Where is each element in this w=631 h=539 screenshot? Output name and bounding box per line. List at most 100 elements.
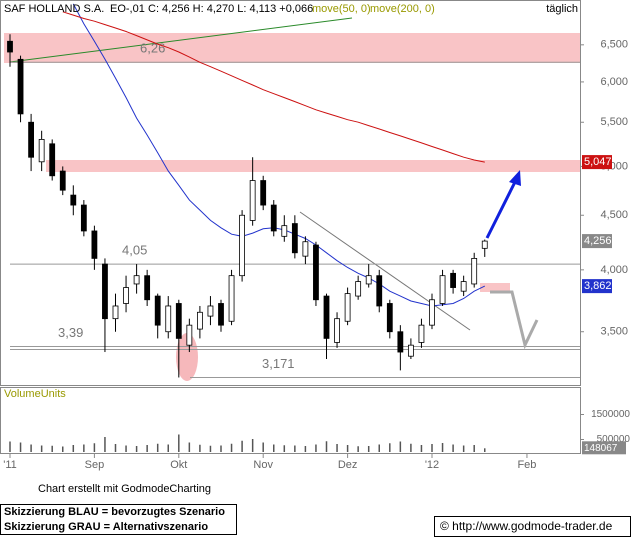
candle-body <box>481 240 488 249</box>
x-tick-label: '11 <box>3 459 17 471</box>
level-label: 4,05 <box>122 243 147 258</box>
candle-body <box>49 143 56 177</box>
subtitle: EO-,01 <box>110 3 145 15</box>
volume-y-tick-label: 1500000 <box>591 409 630 420</box>
candle-body <box>397 331 404 353</box>
candle-body <box>154 295 161 326</box>
scenario-arrow-head <box>509 170 521 186</box>
close-label: 4,256 <box>584 235 612 247</box>
ma-line <box>72 3 486 307</box>
trend-line <box>299 211 471 331</box>
x-tick-label: Feb <box>517 459 536 471</box>
support-zone <box>480 283 510 292</box>
candle-body <box>471 257 478 285</box>
volume-y-tick-label: 500000 <box>597 434 631 445</box>
candle-body <box>38 139 45 163</box>
source: © http://www.godmode-trader.de <box>440 519 613 533</box>
candle-body <box>112 305 119 320</box>
candle-body <box>313 244 319 301</box>
candle-body <box>175 303 182 339</box>
candle-body <box>207 305 214 317</box>
level-label: 3,39 <box>58 325 83 340</box>
candle-body <box>59 170 66 191</box>
level-label: 3,171 <box>262 356 295 371</box>
note: Skizzierung GRAU = Alternativszenario <box>4 521 208 533</box>
ma-value-box <box>582 279 612 294</box>
alt-scenario <box>490 290 539 350</box>
low-marker <box>176 333 198 381</box>
ma-value-box <box>582 155 612 170</box>
candle-body <box>249 180 256 221</box>
candle-body <box>365 275 372 285</box>
candle-body <box>429 299 435 326</box>
candle-body <box>144 275 151 301</box>
candle-body <box>291 223 298 254</box>
legend-entry: move(50, 0) <box>312 3 371 15</box>
candle-body <box>218 303 224 326</box>
close-box <box>582 234 612 249</box>
quote: C: 4,256 H: 4,270 L: 4,113 +0,066 <box>148 3 313 15</box>
candle-body <box>133 275 140 285</box>
volume-frame <box>0 387 581 454</box>
candle-body <box>386 303 393 333</box>
title: SAF HOLLAND S.A. <box>4 3 104 15</box>
candle-body <box>344 293 351 322</box>
candle-body <box>28 121 35 158</box>
y-tick-label: 3,500 <box>600 326 628 338</box>
candle-body <box>355 281 362 297</box>
interval: täglich <box>546 3 578 15</box>
candle-body <box>439 275 446 304</box>
candle-body <box>270 204 277 232</box>
y-tick-label: 6,500 <box>600 39 628 51</box>
ma-value-label: 5,047 <box>584 156 612 168</box>
scenario-arrow <box>485 179 518 239</box>
y-tick-label: 5,500 <box>600 116 628 128</box>
candle-body <box>418 324 425 343</box>
candle-body <box>80 204 87 232</box>
y-tick-label: 6,000 <box>600 76 628 88</box>
candle-body <box>460 281 467 292</box>
candle-body <box>186 324 193 346</box>
candle-body <box>334 318 340 343</box>
resistance-zone <box>4 33 580 63</box>
candle-body <box>228 275 235 322</box>
footer: Chart erstellt mit GodmodeCharting <box>38 483 211 495</box>
note: Skizzierung BLAU = bevorzugtes Szenario <box>4 506 225 518</box>
x-tick-label: Dez <box>338 459 358 471</box>
candle-body <box>196 311 203 330</box>
legend-entry: move(200, 0) <box>370 3 435 15</box>
candle-body <box>281 225 288 237</box>
candle-body <box>450 272 457 288</box>
volume-label: VolumeUnits <box>4 388 66 400</box>
candle-body <box>239 214 246 277</box>
candle-body <box>17 58 24 115</box>
y-tick-label: 4,000 <box>600 264 628 276</box>
price-frame <box>0 0 581 386</box>
candle-body <box>123 287 129 304</box>
y-tick-label: 4,500 <box>600 209 628 221</box>
trend-line <box>9 17 353 63</box>
candle-body <box>323 295 330 339</box>
candle-body <box>91 230 98 259</box>
candle-body <box>260 180 267 206</box>
x-tick-label: Sep <box>85 459 105 471</box>
x-tick-label: Okt <box>170 459 187 471</box>
x-tick-label: '12 <box>425 459 439 471</box>
ma-line <box>62 11 485 163</box>
level-label: 6,26 <box>140 41 165 56</box>
notes-box <box>0 504 237 535</box>
candle-body <box>302 241 309 257</box>
x-tick-label: Nov <box>253 459 273 471</box>
candle-body <box>102 263 108 320</box>
candle-body <box>7 40 13 53</box>
candle-body <box>376 275 383 307</box>
candle-body <box>165 305 172 333</box>
candle-body <box>407 344 414 357</box>
candle-body <box>70 194 77 206</box>
target-zone <box>46 160 580 172</box>
ma-value-label: 3,862 <box>584 280 612 292</box>
volume-value-label: 148067 <box>584 443 618 454</box>
volume-value-box <box>582 441 626 455</box>
